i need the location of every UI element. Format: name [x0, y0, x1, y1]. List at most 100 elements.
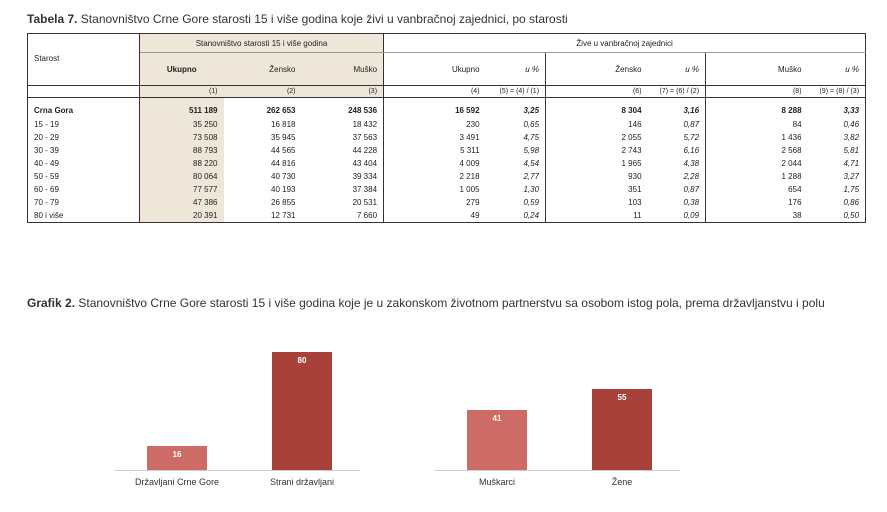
column-number: (4) [383, 85, 486, 98]
table-cell: 4,54 [485, 157, 547, 170]
column-header: Ukupno [139, 52, 224, 86]
table-cell: 26 855 [271, 198, 296, 207]
table-cell: 8 304 [621, 105, 642, 115]
x-axis-line [435, 470, 680, 471]
column-header: Žensko [223, 52, 302, 86]
table-title: Tabela 7. Stanovništvo Crne Gore starost… [27, 12, 568, 26]
table-row: 70 - 79 47 386 26 855 20 531 279 0,59 103 0,38 1… [27, 196, 867, 209]
row-label: 70 - 79 [27, 196, 140, 209]
table-row: 40 - 49 88 220 44 816 43 404 4 009 4,54 1 965 4… [27, 157, 867, 170]
table-title-text: Stanovništvo Crne Gore starosti 15 i viš… [77, 12, 568, 26]
table-cell: 654 [788, 185, 802, 194]
table-cell: 0,09 [647, 209, 707, 223]
table-cell: 3,33 [807, 102, 867, 118]
table-cell: 35 250 [139, 118, 224, 131]
table-cell: 47 386 [139, 196, 224, 209]
table-cell: 88 220 [139, 157, 224, 170]
table-cell: 351 [628, 185, 642, 194]
table-cell: 1 005 [459, 185, 480, 194]
table-cell: 0,46 [807, 118, 867, 131]
table-row: 15 - 19 35 250 16 818 18 432 230 0,65 146 0,87 8… [27, 118, 867, 131]
table-cell: 2 218 [459, 172, 480, 181]
bar-value-label: 41 [492, 413, 502, 423]
table-row: 60 - 69 77 577 40 193 37 384 1 005 1,30 351 0,8… [27, 183, 867, 196]
table-cell: 12 731 [223, 209, 302, 223]
table-cell: 4 009 [459, 159, 480, 168]
table-cell: 176 [788, 198, 802, 207]
column-header: u % [485, 52, 547, 86]
table-cell: 37 563 [301, 131, 385, 144]
category-label: Žene [611, 477, 633, 487]
table-cell: 248 536 [301, 102, 385, 118]
table-cell: 1 436 [781, 133, 802, 142]
table-cell: 2 743 [621, 146, 642, 155]
table-cell: 20 391 [139, 209, 224, 223]
bar [592, 389, 652, 470]
table-row: 30 - 39 88 793 44 565 44 228 5 311 5,98 2 743 6… [27, 144, 867, 157]
table-cell: 103 [628, 198, 642, 207]
table-cell: 0,38 [647, 196, 707, 209]
table-cell: 146 [628, 120, 642, 129]
table-cell: 49 [383, 209, 486, 223]
column-number: (9) = (8) / (3) [807, 85, 867, 98]
row-label: 50 - 59 [27, 170, 140, 183]
x-axis-line [115, 470, 360, 471]
table-cell: 38 [705, 209, 808, 223]
table-cell: 0,50 [807, 209, 867, 223]
row-label: 15 - 19 [27, 118, 140, 131]
row-label: 20 - 29 [27, 131, 140, 144]
table-cell: 0,65 [485, 118, 547, 131]
table-cell: 5 311 [460, 146, 480, 155]
chart-title: Grafik 2. Stanovništvo Crne Gore starost… [27, 296, 825, 310]
table-cell: 1,30 [485, 183, 547, 196]
table-cell: 3,27 [807, 170, 867, 183]
column-header: Ukupno [383, 52, 486, 86]
table-cell: 84 [792, 120, 802, 129]
table-cell: 3,16 [647, 102, 707, 118]
table-cell: 2,28 [647, 170, 707, 183]
table-cell: 4,38 [647, 157, 707, 170]
table-cell: 930 [628, 172, 642, 181]
table-cell: 2 044 [781, 159, 802, 168]
column-header: Muško [301, 52, 385, 86]
table-cell: 4,75 [485, 131, 547, 144]
table-cell: 2,77 [485, 170, 547, 183]
bar-value-label: 80 [297, 356, 307, 366]
table-cell: 88 793 [139, 144, 224, 157]
table-cell: 3 491 [459, 133, 480, 142]
chart-citizenship: 16 Državljani Crne Gore 80 Strani državljan… [115, 330, 360, 510]
table-row: 50 - 59 80 064 40 730 39 334 2 218 2,77 930 2,2… [27, 170, 867, 183]
category-label: Muškarci [478, 477, 515, 487]
column-header: u % [807, 52, 867, 86]
table-cell: 2 055 [621, 133, 642, 142]
column-number: (3) [301, 85, 385, 98]
group-header-cohabiting: Žive u vanbračnoj zajednici [383, 33, 867, 53]
group-header-population: Stanovništvo starosti 15 i više godina [139, 33, 385, 53]
table-cell: 40 193 [271, 185, 296, 194]
bar [272, 352, 332, 470]
table-cell: 80 064 [139, 170, 224, 183]
table-cell: 0,59 [485, 196, 547, 209]
bar [467, 409, 527, 470]
column-number: (7) = (6) / (2) [647, 85, 707, 98]
row-label: 30 - 39 [27, 144, 140, 157]
table-row: 20 - 29 73 508 35 945 37 563 3 491 4,75 2 055 5… [27, 131, 867, 144]
table-cell: 5,98 [485, 144, 547, 157]
column-number: (6) [545, 85, 648, 98]
table-cell: 511 189 [139, 102, 224, 118]
column-header: u % [647, 52, 707, 86]
table-cell: 8 288 [781, 105, 802, 115]
table-cell: 18 432 [301, 118, 385, 131]
table-cell: 6,16 [647, 144, 707, 157]
row-label: 80 i više [27, 209, 140, 223]
table-cell: 35 945 [271, 133, 296, 142]
table-cell: 230 [466, 120, 480, 129]
population-table: Starost Stanovništvo starosti 15 i više … [27, 33, 867, 223]
table-cell: 5,72 [647, 131, 707, 144]
column-number: (2) [223, 85, 302, 98]
table-cell: 39 334 [301, 170, 385, 183]
column-header: Žensko [545, 52, 648, 86]
table-cell: 1,75 [807, 183, 867, 196]
column-number: (5) = (4) / (1) [485, 85, 547, 98]
chart-title-label: Grafik 2. [27, 296, 76, 310]
